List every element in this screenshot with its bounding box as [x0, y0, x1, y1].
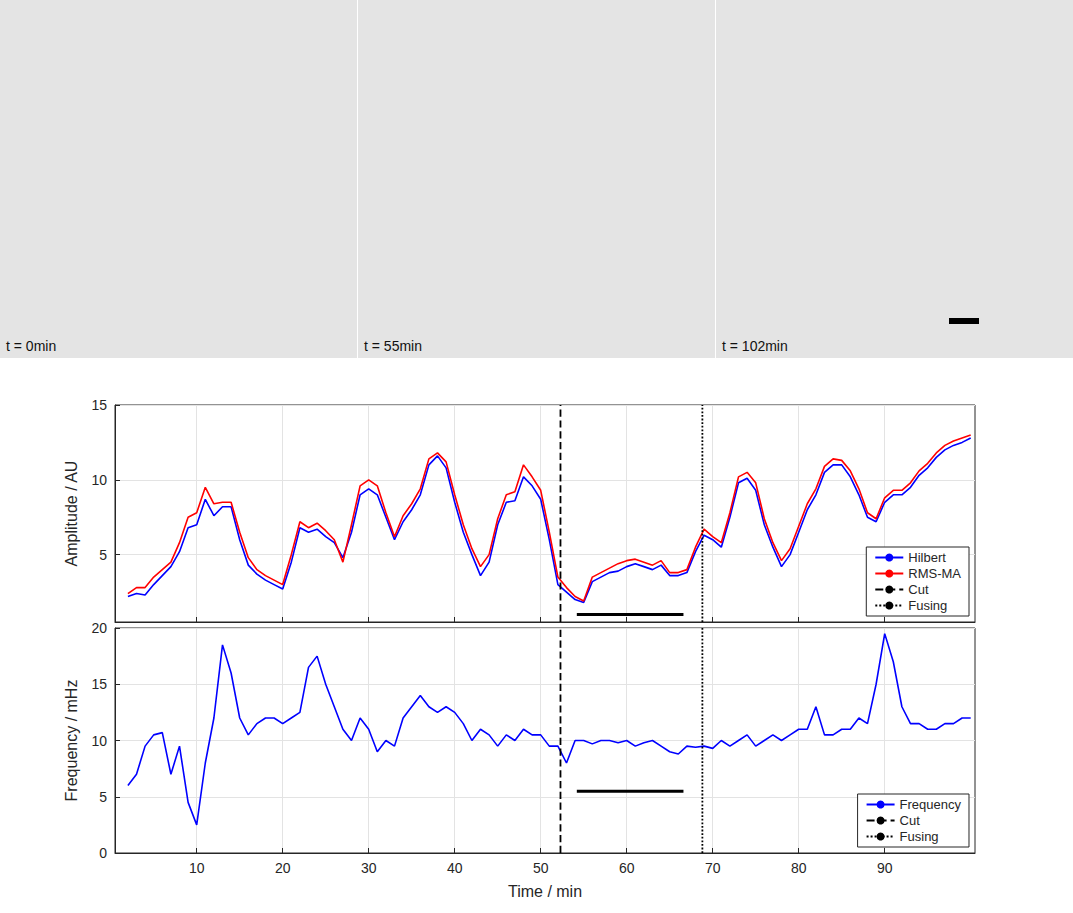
svg-text:Cut: Cut: [908, 582, 929, 597]
svg-text:Hilbert: Hilbert: [908, 550, 946, 565]
svg-text:90: 90: [877, 860, 893, 876]
svg-text:60: 60: [619, 860, 635, 876]
svg-text:20: 20: [91, 620, 107, 636]
svg-text:15: 15: [91, 397, 107, 413]
svg-text:Time / min: Time / min: [508, 883, 582, 900]
svg-text:Amplitude / AU: Amplitude / AU: [63, 461, 80, 567]
svg-text:40: 40: [447, 860, 463, 876]
svg-text:Fusing: Fusing: [908, 598, 947, 613]
svg-text:Frequency / mHz: Frequency / mHz: [63, 680, 80, 802]
svg-text:0: 0: [99, 845, 107, 861]
svg-text:10: 10: [91, 733, 107, 749]
svg-text:Frequency: Frequency: [900, 797, 962, 812]
svg-text:5: 5: [99, 547, 107, 563]
svg-text:80: 80: [791, 860, 807, 876]
svg-text:15: 15: [91, 676, 107, 692]
svg-text:10: 10: [189, 860, 205, 876]
svg-text:Cut: Cut: [900, 813, 921, 828]
svg-text:10: 10: [91, 472, 107, 488]
html-text:t = 55min: t = 55min: [364, 338, 422, 354]
svg-text:20: 20: [275, 860, 291, 876]
svg-text:50: 50: [533, 860, 549, 876]
svg-text:5: 5: [99, 789, 107, 805]
svg-text:Fusing: Fusing: [900, 829, 939, 844]
svg-text:70: 70: [705, 860, 721, 876]
html-text:t = 102min: t = 102min: [722, 338, 788, 354]
html-text:t = 0min: t = 0min: [6, 338, 57, 354]
svg-text:30: 30: [361, 860, 377, 876]
svg-text:RMS-MA: RMS-MA: [908, 566, 961, 581]
